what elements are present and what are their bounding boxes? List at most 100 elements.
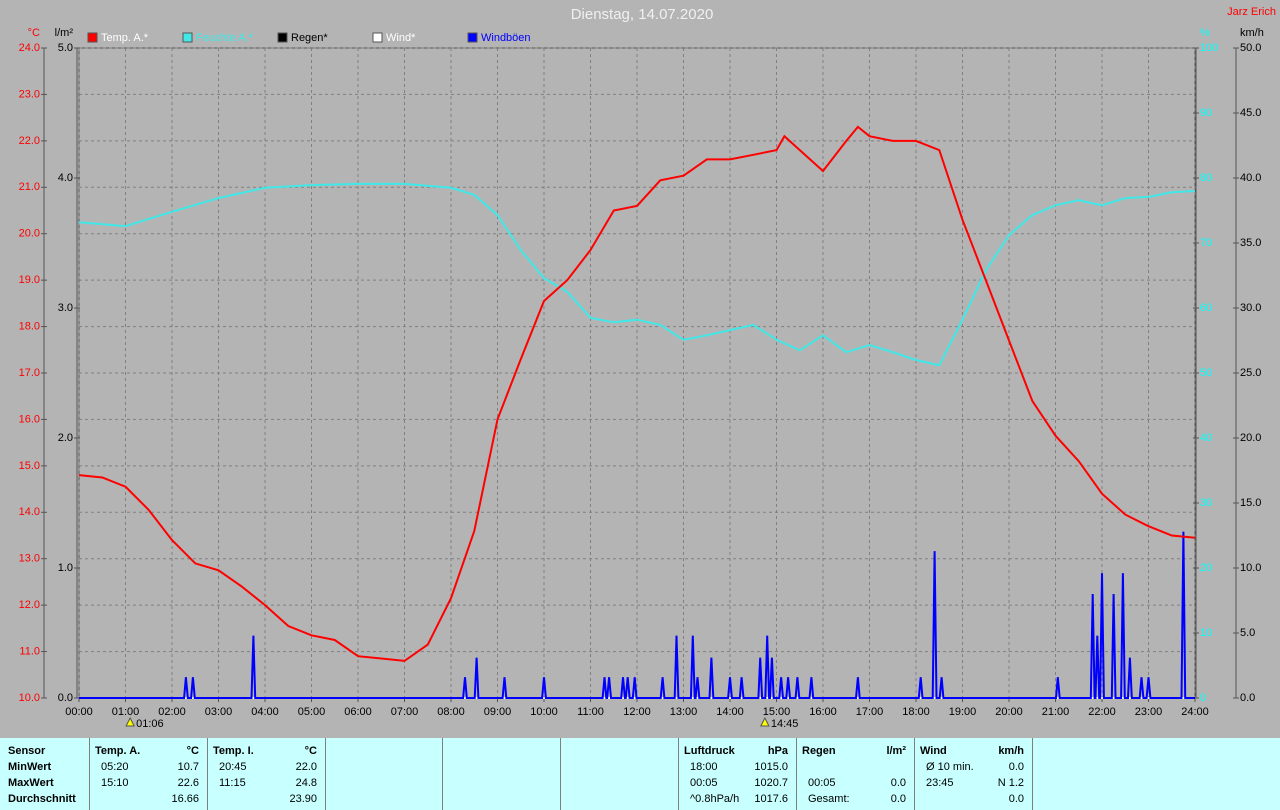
tick-label: 15.0 [19,460,40,472]
tick-label: 18.0 [19,320,40,332]
tick-label: 20.0 [19,228,40,240]
column-divider [560,738,561,810]
tick-label: 0 [1200,692,1206,704]
cell-value: 1020.7 [754,777,788,789]
tick-label: 60 [1200,302,1212,314]
column-unit: km/h [998,745,1024,757]
legend-swatch [182,32,193,43]
axis-unit: °C [28,27,40,39]
tick-label: 20.0 [1240,432,1261,444]
tick-label: 30 [1200,497,1212,509]
tick-label: 30.0 [1240,302,1261,314]
tick-label: 5.0 [58,42,73,54]
tick-label: 40 [1200,432,1212,444]
legend-swatch [372,32,383,43]
cell-value: 10.7 [177,761,199,773]
stats-table: Sensor MinWert MaxWert Durchschnitt Temp. A.… [0,738,1280,810]
x-tick-label: 09:00 [484,706,512,718]
tick-label: 13.0 [19,553,40,565]
legend-label: Wind* [386,32,416,44]
axis-unit: l/m² [55,27,74,39]
x-tick-label: 01:00 [112,706,140,718]
x-tick-label: 20:00 [995,706,1023,718]
tick-label: 40.0 [1240,172,1261,184]
cell-value: 24.8 [295,777,317,789]
row-label: MinWert [8,761,52,773]
cell-time: 11:15 [219,777,246,789]
column-divider [207,738,208,810]
column-header: Luftdruck [684,745,735,757]
x-tick-label: 24:00 [1181,706,1209,718]
cell-time: ^0.8hPa/h [690,793,740,805]
tick-label: 14.0 [19,506,40,518]
tick-label: 50.0 [1240,42,1261,54]
x-tick-label: 16:00 [809,706,837,718]
x-tick-label: 08:00 [437,706,465,718]
tick-label: 20 [1200,562,1212,574]
column-header: Temp. A. [95,745,141,757]
x-tick-label: 04:00 [251,706,279,718]
cell-value: N 1.2 [997,777,1024,789]
tick-label: 25.0 [1240,367,1261,379]
series-line [78,125,1196,662]
cell-time: 05:20 [101,761,129,773]
series-line [78,182,1196,367]
x-tick-label: 13:00 [670,706,698,718]
chart-title: Dienstag, 14.07.2020 [571,6,714,23]
tick-label: 0.0 [58,692,73,704]
x-tick-label: 23:00 [1135,706,1163,718]
x-tick-label: 14:00 [716,706,744,718]
axis-unit: % [1200,27,1210,39]
cell-value: 16.66 [171,793,199,805]
tick-label: 5.0 [1240,627,1255,639]
tick-label: 1.0 [58,562,73,574]
tick-label: 19.0 [19,274,40,286]
annotation: 01:06 [136,718,164,730]
legend-label: Regen* [291,32,328,44]
legend-swatch [87,32,98,43]
cell-time: 20:45 [219,761,247,773]
legend-label: Temp. A.* [101,32,149,44]
x-tick-label: 18:00 [902,706,930,718]
cell-time: 00:05 [690,777,718,789]
x-tick-label: 19:00 [949,706,977,718]
tick-label: 10.0 [19,692,40,704]
tick-label: 4.0 [58,172,73,184]
column-divider [89,738,90,810]
tick-label: 24.0 [19,42,40,54]
cell-value: 0.0 [890,777,906,789]
x-tick-label: 06:00 [344,706,372,718]
column-unit: °C [304,745,317,757]
row-label: MaxWert [8,777,54,789]
legend-label: Windböen [481,32,531,44]
tick-label: 50 [1200,367,1212,379]
cell-value: 0.0 [890,793,906,805]
column-divider [442,738,443,810]
tick-label: 45.0 [1240,107,1261,119]
cell-time: Gesamt: [808,793,850,805]
sun-marker [760,716,770,727]
x-tick-label: 07:00 [391,706,419,718]
tick-label: 22.0 [19,135,40,147]
tick-label: 35.0 [1240,237,1261,249]
axis-unit: km/h [1240,27,1264,39]
x-tick-label: 10:00 [530,706,558,718]
column-divider [914,738,915,810]
column-unit: l/m² [886,745,906,757]
tick-label: 23.0 [19,88,40,100]
column-divider [1032,738,1033,810]
cell-time: 23:45 [926,777,954,789]
column-divider [678,738,679,810]
x-tick-label: 12:00 [623,706,651,718]
tick-label: 17.0 [19,367,40,379]
tick-label: 12.0 [19,599,40,611]
row-label: Sensor [8,745,46,757]
tick-label: 15.0 [1240,497,1261,509]
x-tick-label: 17:00 [856,706,884,718]
cell-value: 1017.6 [754,793,788,805]
x-tick-label: 00:00 [65,706,93,718]
x-tick-label: 11:00 [577,706,604,718]
column-divider [325,738,326,810]
cell-time: 15:10 [101,777,129,789]
cell-value: 0.0 [1008,761,1024,773]
